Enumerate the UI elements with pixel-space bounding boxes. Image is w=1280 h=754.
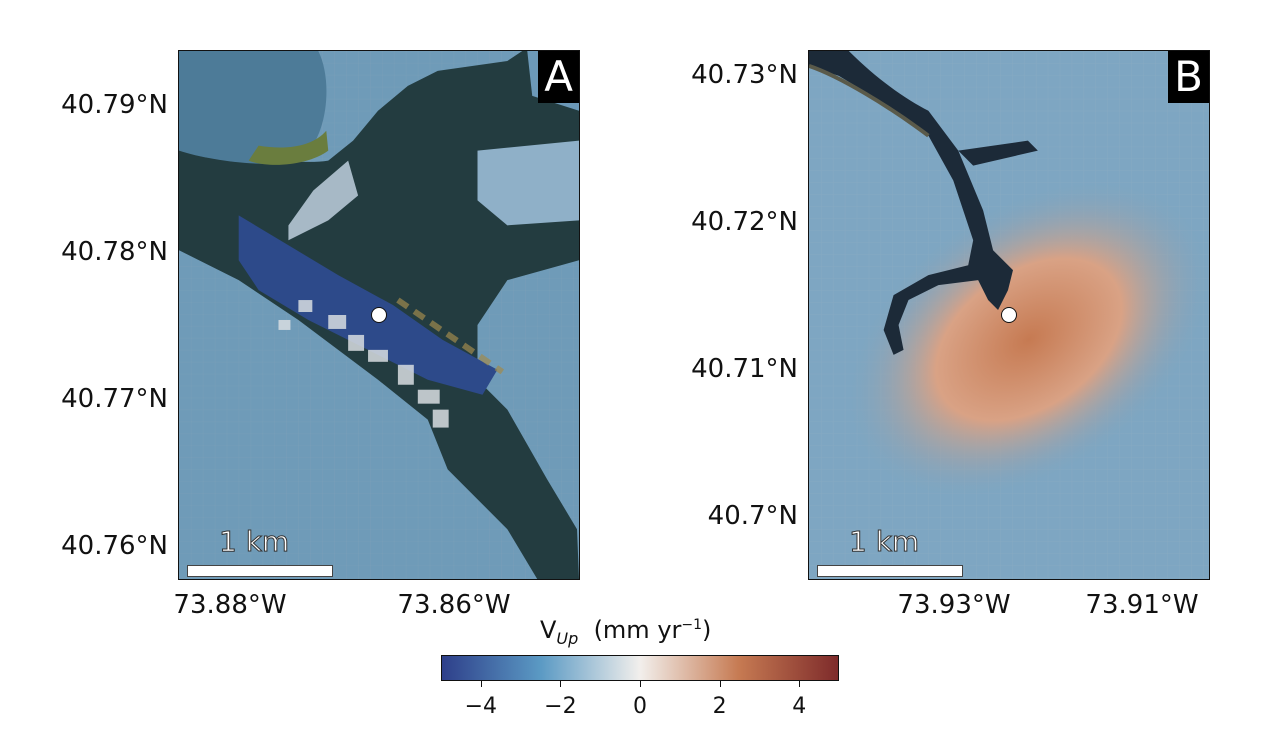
panel-label-b: B — [1168, 51, 1209, 103]
scale-label-b: 1 km — [848, 525, 920, 559]
colorbar-tick-label: −4 — [464, 694, 498, 719]
scale-bar-a — [187, 565, 333, 577]
y-tick-b-2: 40.71°N — [691, 354, 798, 384]
colorbar-tickmark — [640, 681, 641, 687]
colorbar-label: VUp (mm yr−1) — [540, 616, 712, 648]
x-tick-a-1: 73.86°W — [397, 590, 511, 620]
x-tick-a-0: 73.88°W — [173, 590, 287, 620]
y-tick-b-3: 40.7°N — [707, 501, 798, 531]
site-marker-a — [371, 307, 387, 323]
y-tick-a-3: 40.76°N — [61, 531, 168, 561]
colorbar-tickmark — [560, 681, 562, 687]
y-tick-b-0: 40.73°N — [691, 60, 798, 90]
colorbar-tickmark — [480, 681, 482, 687]
map-panel-a: A 1 km — [178, 50, 580, 580]
colorbar — [441, 655, 839, 681]
scale-label-a: 1 km — [218, 525, 290, 559]
colorbar-tick-label: 4 — [792, 694, 807, 719]
colorbar-tickmark — [719, 681, 721, 687]
site-marker-b — [1001, 307, 1017, 323]
colorbar-tick-label: 0 — [633, 694, 647, 719]
panel-label-a: A — [538, 51, 579, 103]
colorbar-gradient — [442, 656, 838, 680]
x-tick-b-0: 73.93°W — [897, 590, 1011, 620]
x-tick-b-1: 73.91°W — [1085, 590, 1199, 620]
y-tick-a-0: 40.79°N — [61, 90, 168, 120]
map-panel-b: B 1 km — [808, 50, 1210, 580]
y-tick-a-1: 40.78°N — [61, 237, 168, 267]
y-tick-a-2: 40.77°N — [61, 384, 168, 414]
colorbar-tick-label: −2 — [544, 694, 577, 719]
colorbar-tick-label: 2 — [712, 694, 727, 719]
y-tick-b-1: 40.72°N — [691, 207, 798, 237]
scale-bar-b — [817, 565, 963, 577]
colorbar-tickmark — [799, 681, 801, 687]
